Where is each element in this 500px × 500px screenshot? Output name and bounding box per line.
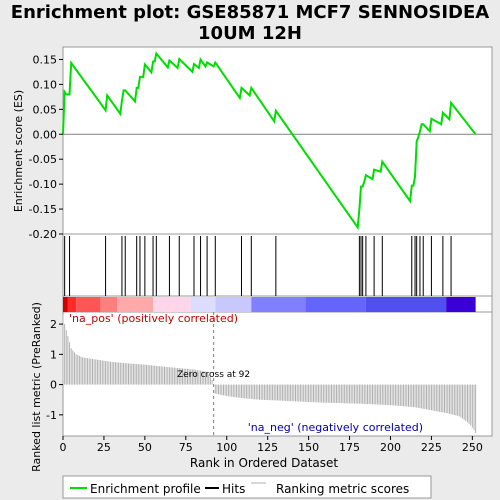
heat-segment-7: [215, 297, 252, 312]
es-y-tick-label-5: -0.10: [29, 178, 57, 191]
pos-correlated-label: 'na_pos' (positively correlated): [69, 312, 238, 325]
neg-correlated-label: 'na_neg' (negatively correlated): [248, 421, 423, 434]
x-tick-label-8: 200: [380, 441, 401, 454]
es-profile-polyline: [62, 51, 477, 231]
x-tick-label-10: 250: [462, 441, 483, 454]
es-y-tick-label-6: -0.15: [29, 203, 57, 216]
x-tick-label-0: 0: [60, 441, 67, 454]
x-tick-label-9: 225: [421, 441, 442, 454]
x-tick-label-5: 125: [257, 441, 278, 454]
heat-segment-10: [365, 297, 447, 312]
metric-y-axis-ticks: 2 1 0 -1: [46, 318, 63, 422]
chart-title-line1: Enrichment plot: GSE85871 MCF7 SENNOSIDE…: [11, 2, 490, 23]
es-y-tick-label-2: 0.05: [33, 103, 58, 116]
hit-markers: [64, 236, 452, 296]
heat-segment-8: [251, 297, 306, 312]
legend-hits-label: Hits: [222, 482, 245, 496]
x-tick-label-6: 150: [298, 441, 319, 454]
chart-title-line2: 10UM 12H: [198, 23, 302, 44]
es-y-axis-label: Enrichment score (ES): [12, 90, 25, 212]
legend-box: [62, 475, 432, 499]
heat-segment-1: [67, 297, 77, 312]
metric-y-tick-label-3: -1: [46, 409, 57, 422]
legend-ranking-label: Ranking metric scores: [276, 482, 409, 496]
heat-segment-3: [100, 297, 118, 312]
legend-enrichment-label: Enrichment profile: [90, 482, 201, 496]
hits-panel: [62, 233, 493, 297]
x-tick-label-3: 75: [179, 441, 193, 454]
metric-y-tick-label-2: 0: [50, 379, 57, 392]
heat-segment-4: [117, 297, 154, 312]
x-tick-label-7: 175: [339, 441, 360, 454]
es-y-axis-ticks: 0.15 0.10 0.05 0.00 -0.05 -0.10 -0.15 -0.20: [29, 53, 63, 241]
es-y-tick-label-0: 0.15: [33, 53, 58, 66]
heat-segment-0: [63, 297, 68, 312]
es-profile-line: [62, 51, 477, 231]
x-tick-label-2: 50: [138, 441, 152, 454]
rank-heatmap: [63, 297, 476, 312]
heat-segment-9: [305, 297, 366, 312]
heat-segment-11: [446, 297, 476, 312]
legend: Enrichment profile Hits Ranking metric s…: [62, 475, 432, 499]
x-tick-label-1: 25: [97, 441, 111, 454]
x-tick-label-4: 100: [216, 441, 237, 454]
es-y-tick-label-1: 0.10: [33, 78, 58, 91]
es-y-tick-label-3: 0.00: [33, 128, 58, 141]
ranking-metric-bars: [62, 312, 477, 436]
heat-segment-5: [153, 297, 191, 312]
zero-cross-label: Zero cross at 92: [177, 370, 250, 380]
es-y-tick-label-4: -0.05: [29, 153, 57, 166]
metric-y-tick-label-1: 1: [50, 348, 57, 361]
es-panel: [62, 46, 493, 235]
metric-panel: [62, 311, 493, 437]
metric-y-axis-label: Ranked list metric (PreRanked): [30, 302, 43, 472]
heat-segment-2: [76, 297, 101, 312]
heat-segment-6: [190, 297, 216, 312]
metric-y-tick-label-0: 2: [50, 318, 57, 331]
x-axis-label: Rank in Ordered Dataset: [190, 456, 338, 470]
es-y-tick-label-7: -0.20: [29, 228, 57, 241]
x-axis-ticks: 0 25 50 75 100 125 150 175 200 225 250: [60, 436, 483, 454]
